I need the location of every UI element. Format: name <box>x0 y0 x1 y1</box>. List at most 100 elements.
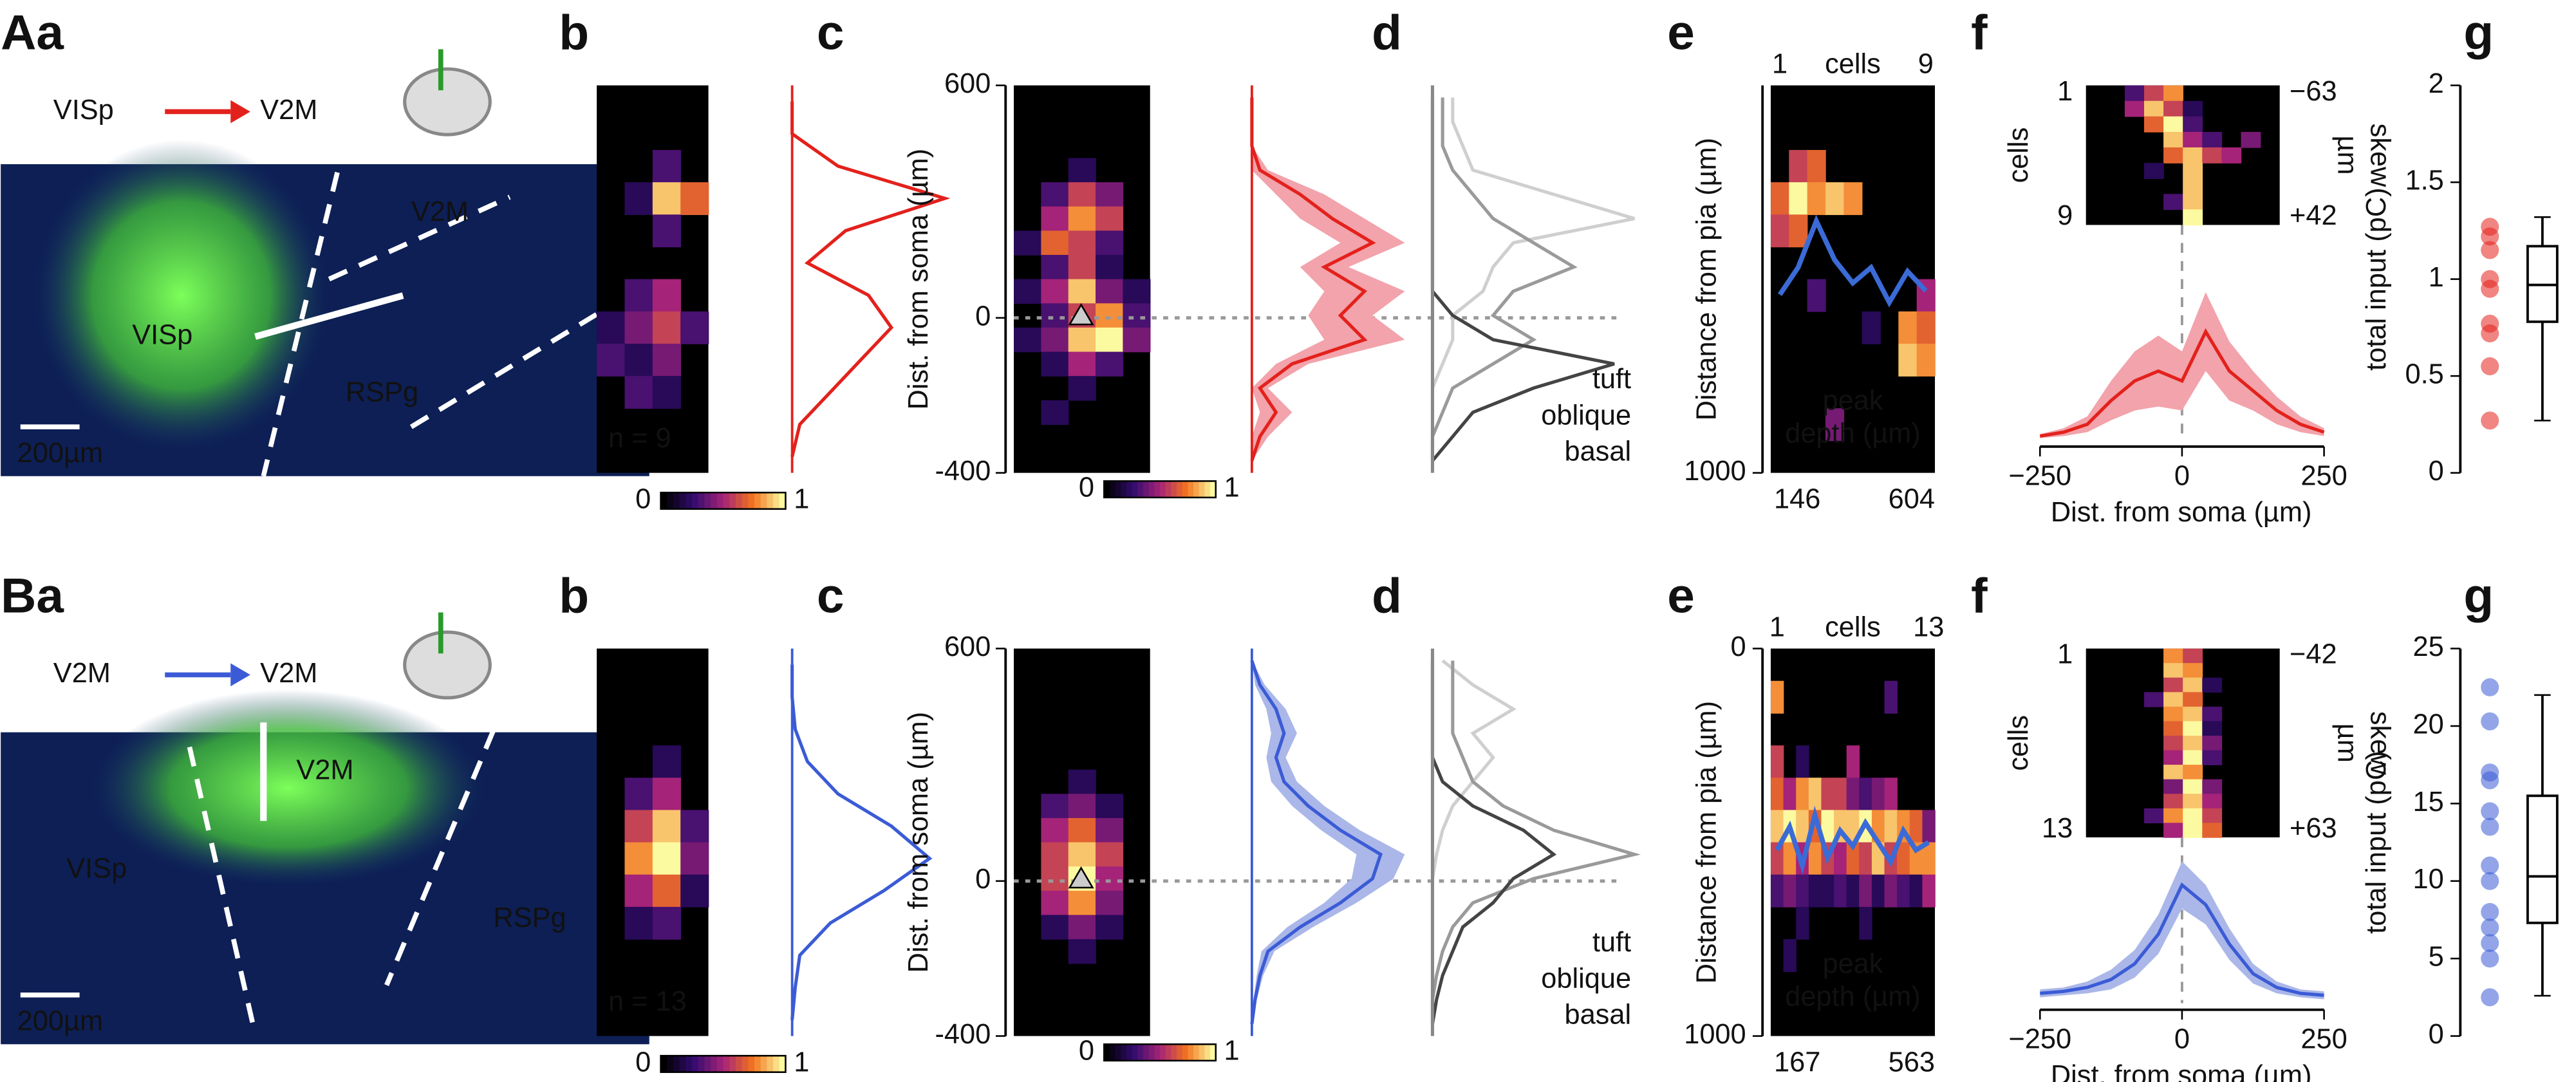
data-point <box>2481 872 2499 890</box>
skew-tick: +63 <box>2290 813 2337 844</box>
heat-cell <box>2202 677 2223 693</box>
colorbar-cell <box>692 492 699 509</box>
cells-tick: 13 <box>2042 813 2073 844</box>
colorbar-cell <box>660 492 668 509</box>
region-boundary <box>409 285 642 429</box>
heat-cell <box>1807 182 1826 216</box>
colorbar-cell <box>679 492 687 509</box>
y-axis-label: total input (pC) <box>2361 187 2392 370</box>
colorbar-cell <box>679 1056 687 1072</box>
heat-cell <box>2163 794 2183 809</box>
heat-cell <box>624 376 653 409</box>
heat-cell <box>1096 842 1124 867</box>
heat-cell <box>1041 351 1069 377</box>
heat-cell <box>1909 810 1923 843</box>
heat-cell <box>1068 255 1096 280</box>
cells-label: cells <box>2003 127 2034 183</box>
colorbar-cell <box>1165 481 1172 498</box>
heat-cell <box>1821 778 1834 811</box>
y-axis-label: Distance from pia (µm) <box>1691 701 1722 984</box>
heat-cell <box>1014 230 1042 256</box>
heat-cell <box>2183 178 2203 195</box>
colorbar-cell <box>773 492 780 509</box>
heat-cell <box>2183 677 2203 693</box>
heat-cell <box>1796 745 1809 779</box>
colorbar-cell <box>673 492 680 509</box>
colorbar-cell <box>1160 481 1166 498</box>
heat-cell <box>680 810 709 843</box>
colorbar-tick: 0 <box>1079 472 1094 503</box>
heat-cell <box>2183 209 2203 226</box>
colorbar-cell <box>767 1056 774 1072</box>
colorbar-cell <box>1121 1044 1127 1061</box>
heat-cell <box>1096 279 1124 304</box>
y-tick-label: 1000 <box>1684 456 1746 487</box>
colorbar-cell <box>1210 481 1217 498</box>
panel-label: f <box>1971 568 1988 623</box>
colorbar-cell <box>754 1056 761 1072</box>
heat-cell <box>1068 182 1096 207</box>
heat-cell <box>1897 874 1910 908</box>
heat-cell <box>652 182 681 216</box>
heat-cell <box>1770 182 1790 216</box>
pathway-from: V2M <box>53 658 111 689</box>
heat-cell <box>1068 915 1096 940</box>
cells-tick: 1 <box>2057 76 2073 107</box>
heat-cell <box>1783 874 1797 908</box>
heat-cell <box>1821 810 1834 843</box>
data-point <box>2481 712 2499 731</box>
heat-cell <box>1096 206 1124 232</box>
heat-cell <box>2183 750 2203 765</box>
heat-cell <box>2183 692 2203 707</box>
pathway-from: VISp <box>53 95 114 126</box>
colorbar-tick: 0 <box>635 483 651 514</box>
heat-cell <box>1770 842 1784 875</box>
colorbar-cell <box>1199 481 1206 498</box>
colorbar-cell <box>1148 1044 1155 1061</box>
x-tick-label: −250 <box>2008 461 2071 492</box>
pathway-to: V2M <box>260 658 317 689</box>
heat-cell <box>1898 343 1918 377</box>
profile-line <box>1250 660 1383 1025</box>
heat-cell <box>1916 311 1936 344</box>
heat-cell <box>2163 808 2183 824</box>
heat-cell <box>1096 890 1124 916</box>
panel-label: e <box>1667 568 1695 623</box>
heat-cell <box>2183 131 2203 148</box>
region-boundary <box>384 729 496 986</box>
panel-label: c <box>817 5 845 60</box>
colorbar-cell <box>686 492 693 509</box>
heat-cell <box>1796 906 1809 940</box>
colorbar-cell <box>660 1056 668 1072</box>
profile-band <box>2040 292 2324 438</box>
heat-cell <box>2183 808 2203 824</box>
heat-cell <box>2144 116 2164 133</box>
peak-note: peak <box>1822 948 1883 979</box>
heat-cell <box>652 279 681 312</box>
y-axis-label: Distance from pia (µm) <box>1691 138 1722 420</box>
heat-cell <box>1783 939 1797 973</box>
y-tick-label: 20 <box>2413 709 2444 740</box>
colorbar-cell <box>686 1056 693 1072</box>
skew-tick: +42 <box>2290 200 2337 231</box>
cells-tick: 1 <box>1772 48 1787 79</box>
heat-cell <box>2183 779 2203 794</box>
x-axis-label: Dist. from soma (µm) <box>2051 497 2312 528</box>
colorbar-cell <box>1171 481 1177 498</box>
heat-cell <box>1096 915 1124 940</box>
colorbar-frame <box>660 1054 787 1073</box>
colorbar-cell <box>1171 1044 1177 1061</box>
heat-cell <box>680 311 709 344</box>
colorbar-cell <box>1204 1044 1211 1061</box>
heat-cell <box>2202 147 2223 163</box>
y-tick-label: -400 <box>935 456 991 487</box>
colorbar-cell <box>716 492 724 509</box>
colorbar-tick: 1 <box>794 483 809 514</box>
colorbar-cell <box>779 1056 787 1072</box>
heat-cell <box>597 311 626 344</box>
heat-cell <box>652 745 681 779</box>
colorbar-cell <box>1104 481 1110 498</box>
heat-cell <box>1770 810 1784 843</box>
peak-line <box>1775 805 1930 875</box>
heat-cell <box>1796 810 1809 843</box>
